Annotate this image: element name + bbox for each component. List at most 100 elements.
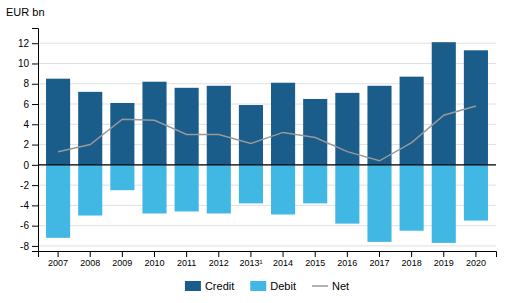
bar — [367, 86, 391, 165]
y-tick: 2 — [23, 139, 38, 150]
y-tick-mark — [32, 104, 38, 105]
y-tick-mark — [32, 43, 38, 44]
bar — [207, 165, 231, 214]
x-tick-mark — [347, 251, 348, 257]
x-tick: 2010 — [144, 251, 164, 268]
x-tick: 2014 — [273, 251, 293, 268]
legend: Credit Debit Net — [185, 280, 349, 292]
bar — [432, 42, 456, 165]
x-tick-label: 2017 — [369, 258, 389, 268]
legend-swatch — [185, 281, 201, 291]
bar — [175, 88, 199, 165]
plot: -8-6-4-202468101220072008200920102011201… — [18, 29, 497, 269]
x-tick: 2011 — [177, 251, 196, 268]
bar — [78, 92, 102, 165]
x-tick-mark — [283, 251, 284, 257]
bar-series — [46, 42, 488, 165]
bar — [239, 105, 263, 165]
bar — [271, 165, 295, 215]
x-tick-label: 2016 — [337, 258, 357, 268]
x-tick: 2020 — [466, 251, 486, 268]
x-tick: 2019 — [434, 251, 454, 268]
grid-line — [38, 185, 496, 186]
y-tick-label: 8 — [23, 78, 29, 89]
grid-line — [38, 83, 496, 84]
bar — [78, 165, 102, 216]
legend-item: Net — [312, 280, 349, 292]
y-tick-label: 10 — [18, 58, 30, 69]
grid-line — [38, 43, 496, 44]
grid-line — [38, 124, 496, 125]
legend-item: Debit — [250, 280, 296, 292]
grid — [38, 43, 496, 246]
bar — [207, 86, 231, 165]
bar-series — [46, 165, 488, 243]
bar — [110, 165, 134, 190]
y-label: EUR bn — [6, 6, 45, 18]
x-tick-label: 2009 — [112, 258, 132, 268]
chart: -8-6-4-202468101220072008200920102011201… — [0, 0, 508, 303]
y-tick: 4 — [23, 119, 38, 130]
bar — [239, 165, 263, 204]
x-tick-label: 2008 — [80, 258, 100, 268]
grid-line — [38, 104, 496, 105]
y-tick: -6 — [20, 220, 38, 231]
x-tick-label: 2015 — [305, 258, 325, 268]
legend-label: Net — [332, 280, 349, 292]
y-tick: 0 — [23, 160, 38, 171]
x-tick-mark — [90, 251, 91, 257]
y-tick-mark — [32, 185, 38, 186]
bar — [46, 165, 70, 238]
legend-item: Credit — [185, 280, 234, 292]
bar — [432, 165, 456, 243]
y-tick-mark — [32, 145, 38, 146]
grid-line — [38, 205, 496, 206]
bar — [46, 79, 70, 165]
y-tick-label: 12 — [18, 38, 30, 49]
x-tick-mark — [58, 251, 59, 257]
x-tick-mark — [443, 251, 444, 257]
x-tick: 2007 — [48, 251, 68, 268]
y-tick: 12 — [18, 38, 38, 49]
legend-label: Debit — [270, 280, 296, 292]
y-tick-label: -6 — [20, 220, 29, 231]
y-tick-label: -8 — [20, 241, 29, 252]
bar — [303, 165, 327, 204]
x-tick-mark — [122, 251, 123, 257]
x-tick-label: 2019 — [434, 258, 454, 268]
x-tick-mark — [154, 251, 155, 257]
y-axis-line — [32, 29, 39, 252]
x-tick-label: 2012 — [209, 258, 229, 268]
y-tick: -4 — [20, 200, 38, 211]
y-tick-mark — [32, 124, 38, 125]
grid-line — [38, 245, 496, 246]
grid-line — [38, 144, 496, 145]
bar — [335, 165, 359, 224]
line — [58, 106, 476, 161]
bar — [464, 50, 488, 165]
y-tick-mark — [32, 246, 38, 247]
x-tick: 2015 — [305, 251, 325, 268]
x-tick: 2009 — [112, 251, 132, 268]
grid-line — [38, 63, 496, 64]
y-tick-label: 2 — [23, 139, 29, 150]
x-tick-mark — [250, 251, 251, 257]
y-tick-label: 6 — [23, 99, 29, 110]
y-tick: 10 — [18, 58, 38, 69]
x-tick-mark — [379, 251, 380, 257]
y-axis: -8-6-4-2024681012 — [18, 29, 39, 252]
bar — [367, 165, 391, 242]
x-tick: 2012 — [209, 251, 229, 268]
grid-line — [38, 225, 496, 226]
x-tick-mark — [411, 251, 412, 257]
y-tick-label: 0 — [23, 160, 29, 171]
legend-label: Credit — [205, 280, 234, 292]
y-tick-mark — [32, 205, 38, 206]
bar — [110, 103, 134, 165]
x-tick: 2017 — [369, 251, 389, 268]
y-tick-label: 4 — [23, 119, 29, 130]
y-tick-mark — [32, 63, 38, 64]
y-tick: 8 — [23, 78, 38, 89]
bar — [175, 165, 199, 212]
y-tick-label: -4 — [20, 200, 29, 211]
